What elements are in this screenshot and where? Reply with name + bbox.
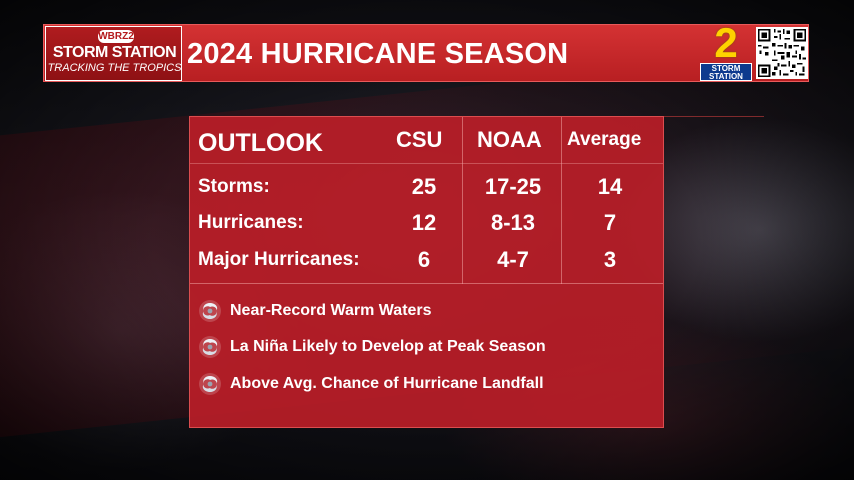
table-header-csu: CSU [396,127,443,152]
header-bar: WBRZ2 STORM STATION TRACKING THE TROPICS… [43,21,809,83]
row-label-major-hurricanes: Major Hurricanes: [198,249,360,270]
table-header-average: Average [567,129,642,150]
value-noaa-hurricanes: 8-13 [490,210,536,235]
value-noaa-major-hurricanes: 4-7 [497,247,529,272]
bullet-text: Near-Record Warm Waters [230,302,432,319]
table-bottom-divider [190,283,663,284]
panel-accent-line [664,116,764,117]
logo-title: STORM STATION [52,44,177,61]
storm-station-logo: WBRZ2 STORM STATION TRACKING THE TROPICS [45,26,182,81]
value-csu-hurricanes: 12 [411,210,437,235]
channel-2-logo: 2 STORM STATION [698,21,754,83]
logo-subtitle: TRACKING THE TROPICS [47,62,182,74]
column-divider [561,117,562,284]
wbrz-badge: WBRZ2 [98,30,134,43]
hurricane-icon [198,372,222,396]
header-divider [190,163,663,164]
value-average-storms: 14 [597,174,623,199]
list-item: La Niña Likely to Develop at Peak Season [198,335,658,359]
list-item: Near-Record Warm Waters [198,299,658,323]
list-item: Above Avg. Chance of Hurricane Landfall [198,372,658,396]
value-average-major-hurricanes: 3 [603,247,617,272]
value-noaa-storms: 17-25 [484,174,542,199]
hurricane-icon [198,335,222,359]
qr-code-icon[interactable] [756,27,808,79]
bullet-text: Above Avg. Chance of Hurricane Landfall [230,375,544,392]
row-label-storms: Storms: [198,176,270,197]
table-header-outlook: OUTLOOK [198,129,323,157]
channel-label-line2: STATION [709,72,743,81]
table-header-noaa: NOAA [477,127,542,152]
channel-label-bar: STORM STATION [700,63,752,81]
channel-label-line1: STORM [711,64,741,73]
column-divider [462,117,463,284]
row-label-hurricanes: Hurricanes: [198,212,304,233]
bullet-text: La Niña Likely to Develop at Peak Season [230,338,546,355]
hurricane-icon [198,299,222,323]
page-title: 2024 HURRICANE SEASON [187,38,569,70]
outlook-panel: OUTLOOK CSU NOAA Average Storms: 25 17-2… [189,116,664,428]
value-average-hurricanes: 7 [603,210,617,235]
value-csu-storms: 25 [411,174,437,199]
channel-number: 2 [714,19,738,66]
value-csu-major-hurricanes: 6 [417,247,431,272]
